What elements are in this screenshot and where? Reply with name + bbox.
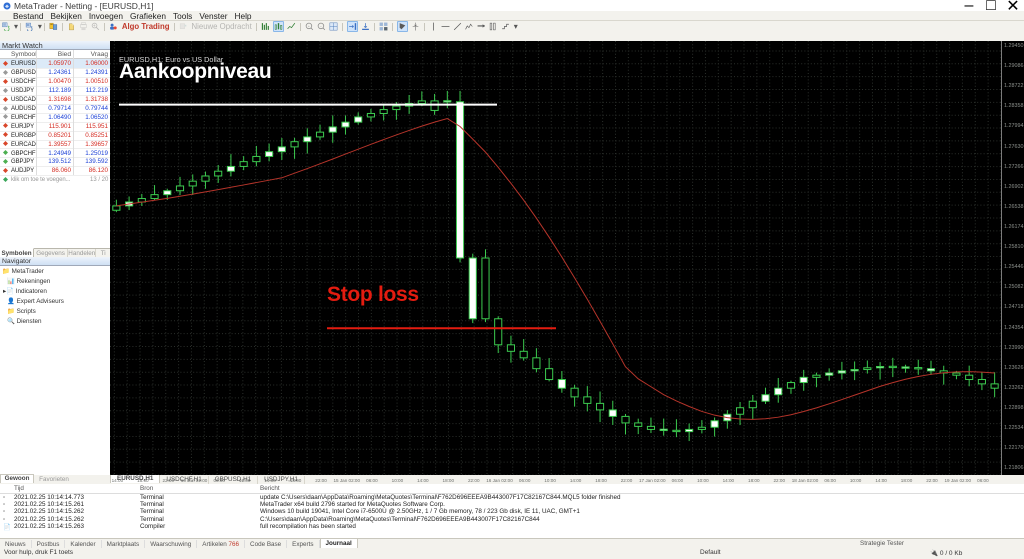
svg-text:+: + [308,24,310,28]
svg-text:–: – [320,24,322,28]
